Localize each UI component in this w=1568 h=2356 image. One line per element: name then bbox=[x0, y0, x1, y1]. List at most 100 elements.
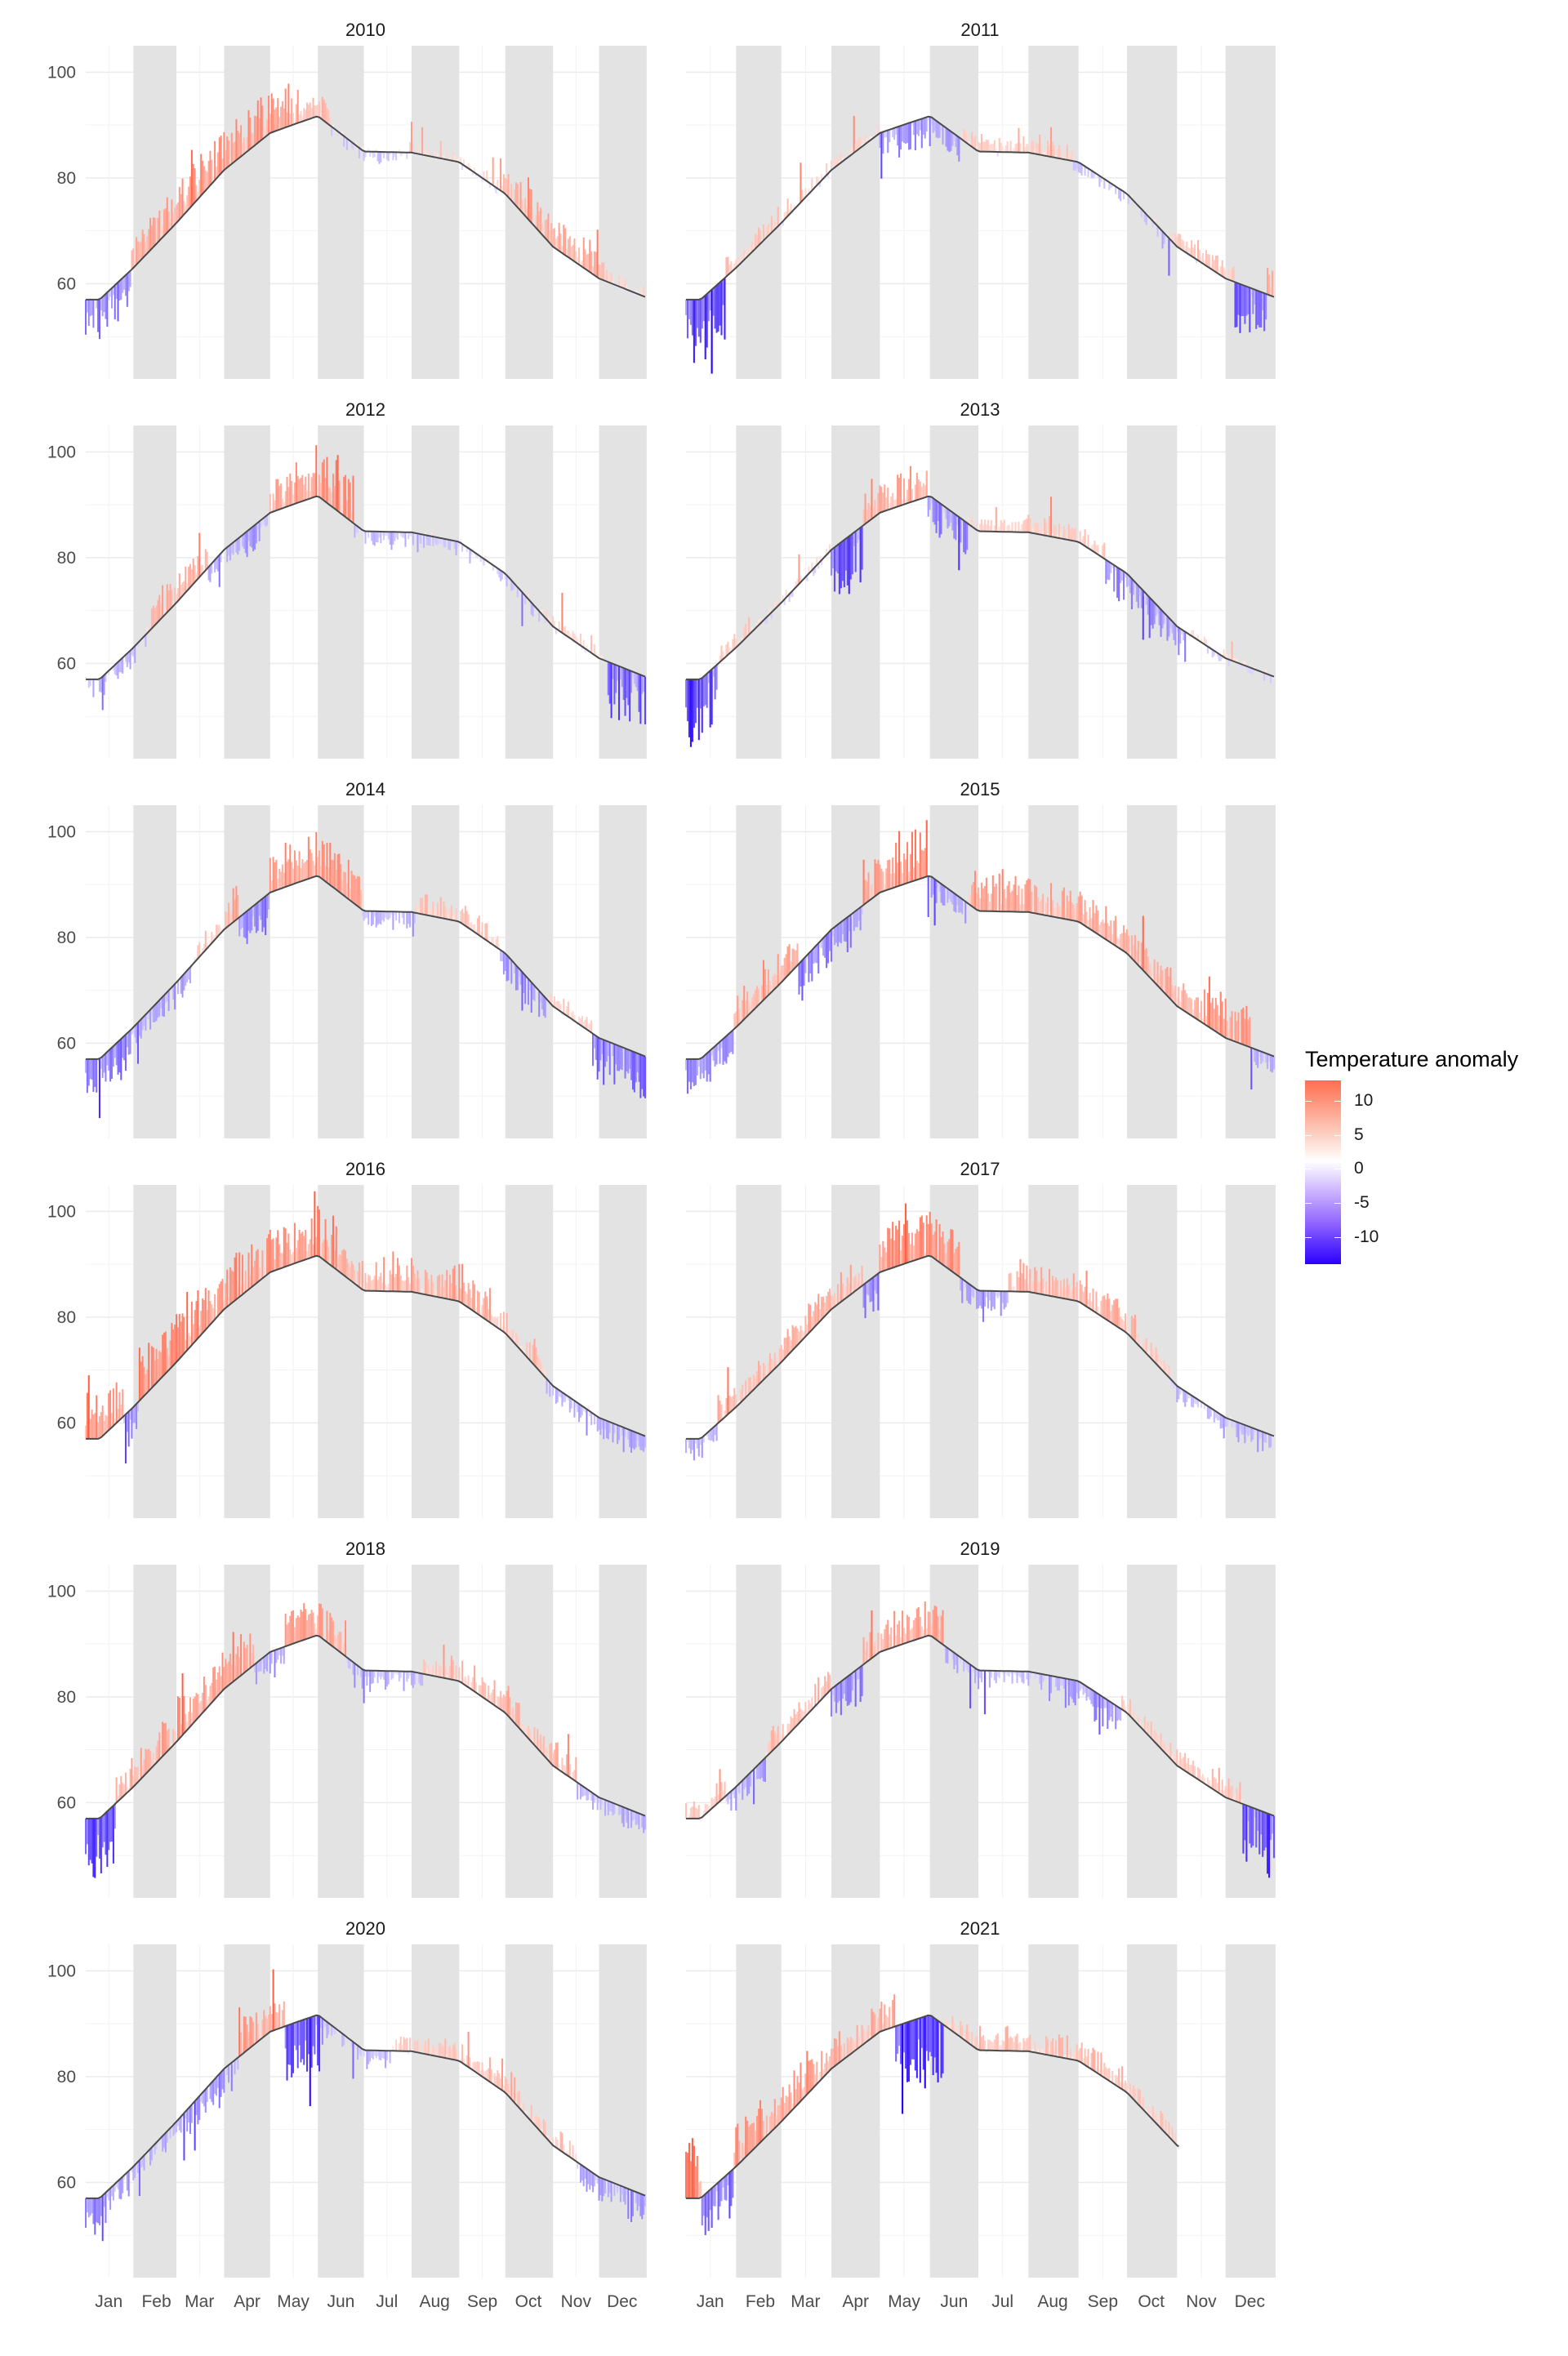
anomaly-bar bbox=[1107, 1699, 1109, 1730]
anomaly-bar bbox=[714, 286, 716, 329]
anomaly-bar bbox=[430, 908, 433, 916]
anomaly-bar bbox=[1090, 918, 1093, 930]
anomaly-bar bbox=[570, 246, 572, 260]
anomaly-bar bbox=[1244, 1805, 1246, 1841]
anomaly-bar bbox=[541, 1365, 543, 1374]
anomaly-bar bbox=[626, 1428, 628, 1432]
anomaly-bar bbox=[528, 1729, 531, 1740]
anomaly-bar bbox=[1169, 2135, 1172, 2139]
anomaly-bar bbox=[750, 1004, 752, 1013]
anomaly-bar bbox=[1102, 2069, 1104, 2077]
anomaly-bar bbox=[849, 2036, 852, 2055]
anomaly-bar bbox=[1092, 2047, 1094, 2071]
anomaly-bar bbox=[270, 1651, 273, 1664]
anomaly-bar bbox=[880, 487, 883, 513]
anomaly-bar bbox=[278, 868, 281, 889]
anomaly-bar bbox=[816, 944, 818, 964]
anomaly-bar bbox=[553, 1387, 555, 1390]
anomaly-bar bbox=[938, 502, 941, 538]
anomaly-bar bbox=[866, 510, 868, 523]
anomaly-bar bbox=[1179, 1752, 1182, 1768]
anomaly-bar bbox=[694, 679, 697, 724]
anomaly-bar bbox=[87, 1818, 90, 1866]
anomaly-bar bbox=[615, 1044, 617, 1065]
anomaly-bar bbox=[971, 2032, 973, 2046]
anomaly-bar bbox=[486, 923, 488, 941]
anomaly-bar bbox=[283, 1646, 285, 1664]
anomaly-bar bbox=[540, 1361, 542, 1373]
anomaly-bar bbox=[488, 1695, 491, 1703]
anomaly-bar bbox=[307, 836, 310, 880]
anomaly-bar bbox=[590, 2171, 593, 2186]
anomaly-bar bbox=[1142, 211, 1144, 216]
anomaly-bar bbox=[1156, 1353, 1159, 1366]
anomaly-bar bbox=[243, 533, 245, 549]
anomaly-bar bbox=[1079, 2047, 1081, 2062]
anomaly-bar bbox=[378, 1276, 381, 1291]
anomaly-bar bbox=[1205, 639, 1207, 646]
anomaly-bar bbox=[689, 1058, 692, 1089]
anomaly-bar bbox=[218, 137, 220, 176]
anomaly-bar bbox=[1183, 630, 1185, 641]
anomaly-bar bbox=[800, 2062, 802, 2101]
anomaly-bar bbox=[424, 2041, 426, 2055]
anomaly-bar bbox=[882, 2023, 884, 2031]
anomaly-bar bbox=[435, 2048, 438, 2056]
anomaly-bar bbox=[202, 2092, 204, 2104]
anomaly-bar bbox=[1211, 1409, 1214, 1412]
anomaly-bar bbox=[827, 2060, 830, 2073]
anomaly-bar bbox=[719, 2180, 721, 2207]
anomaly-bar bbox=[381, 532, 384, 536]
anomaly-bar bbox=[189, 1697, 191, 1727]
anomaly-bar bbox=[684, 1438, 688, 1454]
anomaly-bar bbox=[1257, 1430, 1259, 1453]
anomaly-bar bbox=[359, 149, 362, 152]
anomaly-bar bbox=[109, 1808, 112, 1842]
anomaly-bar bbox=[183, 581, 185, 595]
anomaly-bar bbox=[743, 1779, 746, 1790]
anomaly-bar bbox=[991, 1290, 994, 1307]
anomaly-bar bbox=[452, 915, 454, 920]
anomaly-bar bbox=[497, 180, 499, 189]
anomaly-bar bbox=[803, 1711, 805, 1718]
anomaly-bar bbox=[89, 679, 91, 687]
anomaly-bar bbox=[699, 2180, 702, 2198]
panel-title: 2015 bbox=[960, 779, 1000, 799]
anomaly-bar bbox=[824, 1303, 826, 1316]
anomaly-bar bbox=[964, 1660, 967, 1668]
anomaly-bar bbox=[244, 2016, 247, 2052]
anomaly-bar bbox=[284, 2026, 287, 2049]
anomaly-bar bbox=[188, 1712, 190, 1729]
anomaly-bar bbox=[563, 2144, 565, 2153]
anomaly-bar bbox=[759, 1762, 762, 1779]
anomaly-bar bbox=[635, 1053, 637, 1083]
anomaly-bar bbox=[265, 126, 267, 137]
anomaly-bar bbox=[1178, 1387, 1180, 1400]
anomaly-bar bbox=[817, 1677, 820, 1703]
anomaly-bar bbox=[358, 1667, 360, 1670]
anomaly-bar bbox=[1084, 2048, 1086, 2065]
anomaly-bar bbox=[540, 992, 542, 1003]
anomaly-bar bbox=[92, 1818, 95, 1877]
anomaly-bar bbox=[727, 256, 729, 275]
anomaly-bar bbox=[109, 1049, 112, 1082]
anomaly-bar bbox=[341, 505, 344, 515]
anomaly-bar bbox=[152, 1753, 154, 1766]
anomaly-bar bbox=[209, 150, 212, 185]
anomaly-bar bbox=[249, 908, 252, 933]
anomaly-bar bbox=[1161, 231, 1164, 249]
anomaly-bar bbox=[1194, 1397, 1196, 1404]
anomaly-bar bbox=[869, 1632, 871, 1659]
anomaly-bar bbox=[1072, 904, 1075, 921]
anomaly-bar bbox=[176, 588, 179, 601]
anomaly-bar bbox=[453, 541, 456, 550]
anomaly-bar bbox=[558, 1390, 560, 1396]
anomaly-bar bbox=[389, 2051, 391, 2064]
anomaly-bar bbox=[441, 1274, 443, 1298]
anomaly-bar bbox=[561, 592, 564, 633]
anomaly-bar bbox=[900, 862, 902, 885]
anomaly-bar bbox=[378, 531, 381, 538]
anomaly-bar bbox=[277, 1230, 279, 1270]
anomaly-bar bbox=[969, 1285, 972, 1305]
shaded-month-band bbox=[831, 1944, 880, 2278]
